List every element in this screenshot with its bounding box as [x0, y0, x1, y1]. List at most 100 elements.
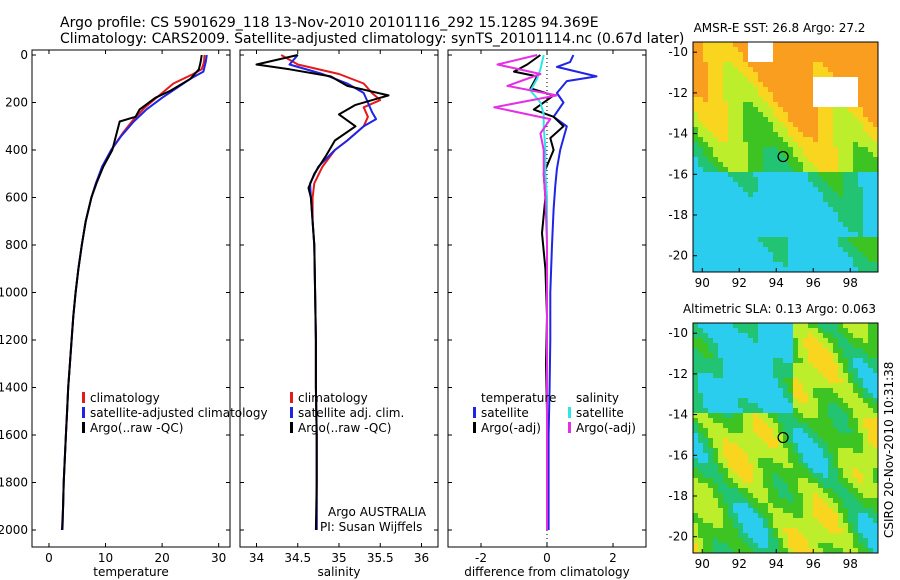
heatmap-cell [853, 92, 859, 98]
heatmap-cell [713, 548, 719, 554]
heatmap-cell [868, 533, 874, 539]
heatmap-cell [868, 548, 874, 554]
heatmap-cell [708, 538, 714, 544]
heatmap-cell [843, 262, 849, 268]
heatmap-cell [828, 383, 834, 389]
heatmap-cell [728, 187, 734, 193]
heatmap-cell [858, 107, 864, 113]
heatmap-cell [708, 413, 714, 419]
heatmap-cell [758, 177, 764, 183]
heatmap-cell [718, 358, 724, 364]
heatmap-cell [798, 172, 804, 178]
heatmap-cell [773, 132, 779, 138]
heatmap-cell [813, 102, 819, 108]
heatmap-cell [723, 262, 729, 268]
heatmap-cell [753, 498, 759, 504]
heatmap-cell [868, 503, 874, 509]
heatmap-cell [753, 222, 759, 228]
x-tick-label: 10 [98, 551, 113, 565]
heatmap-cell [773, 202, 779, 208]
heatmap-cell [778, 42, 784, 48]
heatmap-cell [828, 448, 834, 454]
heatmap-cell [833, 67, 839, 73]
heatmap-cell [833, 132, 839, 138]
heatmap-cell [718, 137, 724, 143]
heatmap-cell [868, 212, 874, 218]
heatmap-cell [833, 182, 839, 188]
heatmap-cell [768, 538, 774, 544]
heatmap-cell [733, 87, 739, 93]
heatmap-cell [858, 42, 864, 48]
heatmap-cell [753, 62, 759, 68]
heatmap-cell [828, 518, 834, 524]
y-tick-label: -20 [668, 249, 688, 263]
heatmap-cell [703, 533, 709, 539]
heatmap-cell [818, 353, 824, 359]
heatmap-cell [748, 202, 754, 208]
heatmap-cell [803, 413, 809, 419]
heatmap-cell [738, 548, 744, 554]
heatmap-cell [858, 122, 864, 128]
heatmap-cell [738, 403, 744, 409]
heatmap-cell [863, 438, 869, 444]
heatmap-cell [848, 433, 854, 439]
heatmap-cell [833, 52, 839, 58]
heatmap-cell [793, 182, 799, 188]
heatmap-cell [868, 167, 874, 173]
heatmap-cell [758, 212, 764, 218]
heatmap-cell [748, 333, 754, 339]
heatmap-cell [708, 503, 714, 509]
heatmap-cell [733, 473, 739, 479]
heatmap-cell [758, 92, 764, 98]
x-tick-label: 2 [609, 551, 617, 565]
heatmap-cell [713, 137, 719, 143]
heatmap-cell [698, 458, 704, 464]
heatmap-cell [783, 338, 789, 344]
heatmap-cell [733, 368, 739, 374]
heatmap-cell [783, 187, 789, 193]
heatmap-cell [753, 358, 759, 364]
heatmap-cell [733, 478, 739, 484]
heatmap-cell [838, 177, 844, 183]
heatmap-cell [768, 217, 774, 223]
heatmap-cell [863, 197, 869, 203]
heatmap-cell [858, 478, 864, 484]
heatmap-cell [843, 67, 849, 73]
heatmap-cell [823, 242, 829, 248]
heatmap-cell [783, 197, 789, 203]
heatmap-cell [733, 147, 739, 153]
heatmap-cell [798, 438, 804, 444]
heatmap-cell [808, 543, 814, 549]
heatmap-cell [833, 102, 839, 108]
heatmap-cell [788, 237, 794, 243]
heatmap-cell [833, 142, 839, 148]
heatmap-cell [703, 363, 709, 369]
heatmap-cell [798, 147, 804, 153]
heatmap-cell [703, 538, 709, 544]
series-line-satellite [288, 54, 378, 530]
heatmap-cell [853, 217, 859, 223]
heatmap-cell [763, 393, 769, 399]
heatmap-cell [738, 498, 744, 504]
heatmap-cell [758, 388, 764, 394]
heatmap-cell [848, 448, 854, 454]
heatmap-cell [853, 433, 859, 439]
heatmap-cell [708, 202, 714, 208]
heatmap-cell [763, 443, 769, 449]
heatmap-cell [848, 468, 854, 474]
heatmap-cell [758, 97, 764, 103]
heatmap-cell [798, 423, 804, 429]
heatmap-cell [803, 408, 809, 414]
heatmap-cell [823, 488, 829, 494]
heatmap-cell [843, 418, 849, 424]
heatmap-cell [703, 343, 709, 349]
heatmap-cell [798, 192, 804, 198]
heatmap-cell [718, 523, 724, 529]
heatmap-cell [873, 533, 879, 539]
heatmap-cell [863, 217, 869, 223]
heatmap-cell [843, 513, 849, 519]
heatmap-cell [843, 217, 849, 223]
heatmap-cell [828, 232, 834, 238]
heatmap-cell [793, 323, 799, 329]
heatmap-cell [823, 252, 829, 258]
